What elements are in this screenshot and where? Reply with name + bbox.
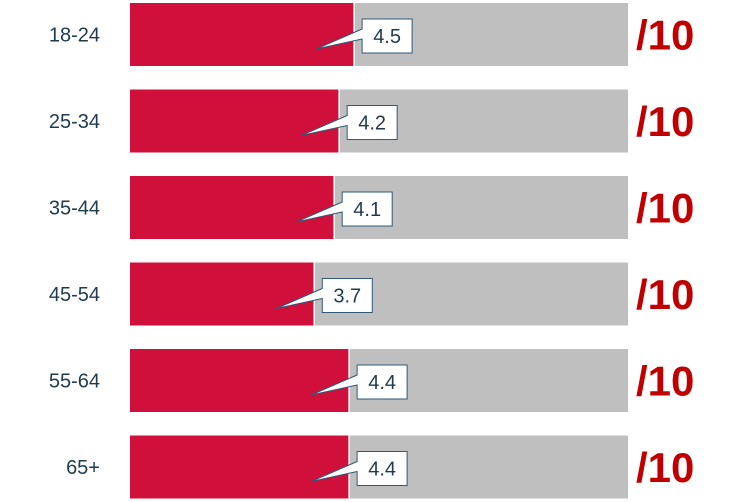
category-label: 35-44	[49, 198, 100, 220]
value-label: 4.1	[353, 199, 381, 221]
max-suffix: /10	[636, 185, 694, 232]
value-label: 4.4	[368, 459, 396, 481]
category-label: 45-54	[49, 284, 100, 306]
value-callout	[295, 191, 393, 227]
value-label: 4.4	[368, 372, 396, 394]
bar-fill	[130, 435, 350, 499]
max-suffix: /10	[636, 12, 694, 59]
category-label: 25-34	[49, 111, 100, 133]
value-callout	[300, 105, 398, 140]
bar-fill	[130, 176, 335, 239]
category-label: 65+	[66, 457, 100, 479]
max-suffix: /10	[636, 98, 694, 145]
value-callout	[310, 364, 408, 400]
value-callout	[310, 451, 408, 486]
value-label: 4.5	[373, 26, 401, 48]
max-suffix: /10	[636, 358, 694, 405]
category-label: 18-24	[49, 25, 100, 47]
max-suffix: /10	[636, 444, 694, 491]
value-callout	[315, 18, 413, 54]
value-label: 4.2	[358, 113, 386, 135]
value-label: 3.7	[333, 286, 361, 308]
value-callout	[276, 278, 373, 313]
bar-fill	[130, 3, 355, 66]
max-suffix: /10	[636, 271, 694, 318]
bar-fill	[130, 349, 350, 412]
bar-fill	[130, 262, 315, 326]
category-label: 55-64	[49, 371, 100, 393]
bar-fill	[130, 89, 340, 153]
